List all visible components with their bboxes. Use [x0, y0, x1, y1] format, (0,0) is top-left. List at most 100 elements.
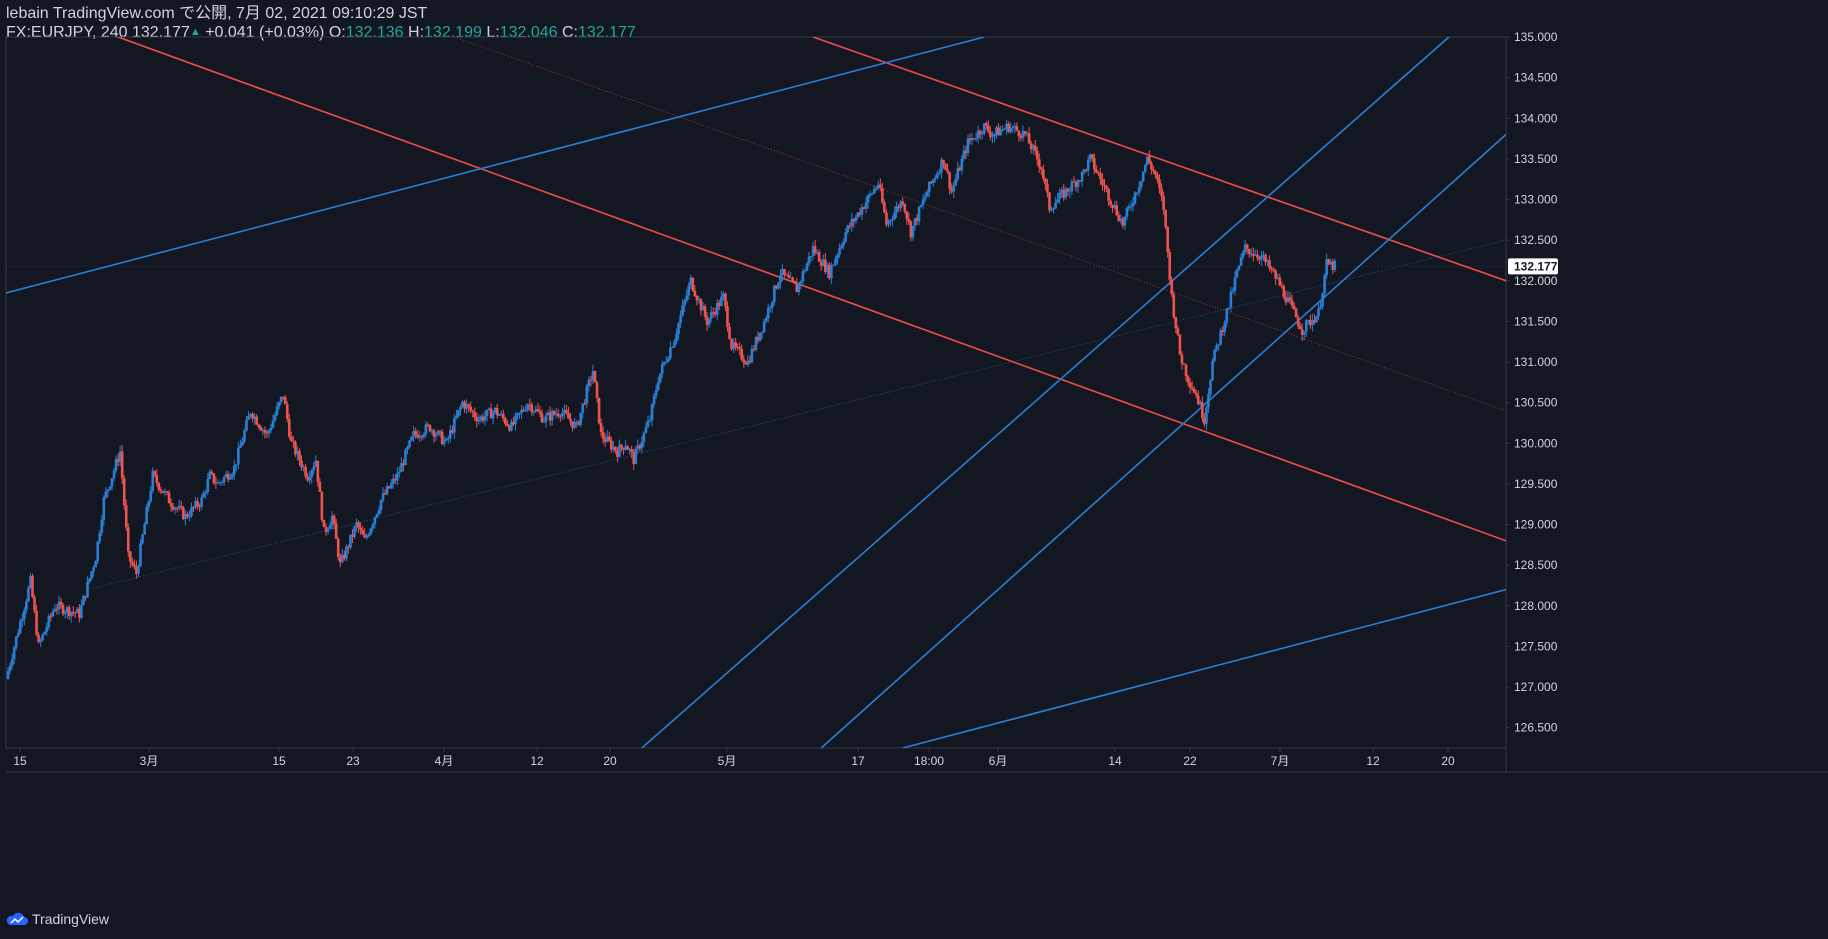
- candle-body: [1229, 291, 1233, 308]
- candle-body: [1170, 279, 1174, 295]
- candle-body: [554, 413, 558, 415]
- candle-body: [194, 501, 197, 508]
- candle-body: [497, 414, 501, 416]
- candle-body: [1262, 255, 1265, 257]
- candle-body: [1268, 260, 1271, 269]
- candle-body: [39, 640, 42, 643]
- candle-body: [1146, 156, 1149, 165]
- candle-body: [868, 193, 872, 196]
- candle-body: [306, 476, 309, 481]
- candle-body: [214, 482, 218, 484]
- candle-body: [720, 296, 723, 306]
- candle-body: [787, 275, 790, 278]
- candle-body: [96, 541, 100, 562]
- candle-body: [999, 130, 1002, 136]
- time-tick-label: 3月: [140, 754, 159, 768]
- candle-body: [1084, 169, 1088, 171]
- candle-body: [838, 248, 841, 255]
- candle-body: [491, 412, 495, 419]
- candle-body: [538, 411, 542, 414]
- price-tick-label: 127.000: [1514, 680, 1558, 694]
- candle-body: [734, 342, 737, 348]
- candle-body: [1217, 344, 1220, 346]
- candle-body: [550, 411, 554, 421]
- candle-body: [785, 274, 788, 276]
- candle-body: [1121, 218, 1125, 226]
- candle-body: [1311, 320, 1314, 326]
- candle-body: [1111, 204, 1114, 208]
- candle-body: [809, 256, 813, 258]
- candle-body: [1190, 387, 1194, 389]
- candle-body: [846, 225, 850, 232]
- candle-body: [173, 508, 177, 510]
- candle-body: [707, 318, 711, 325]
- candle-body: [528, 404, 532, 406]
- candle-body: [762, 321, 766, 332]
- candle-body: [546, 412, 550, 416]
- candle-body: [271, 420, 275, 428]
- candle-body: [165, 491, 169, 493]
- footer-brand[interactable]: TradingView: [32, 911, 110, 927]
- time-tick-label: 23: [346, 754, 360, 768]
- candle-body: [966, 138, 970, 154]
- candle-body: [506, 423, 509, 426]
- candle-body: [544, 415, 548, 422]
- candle-body: [595, 382, 599, 398]
- candle-body: [21, 619, 24, 622]
- price-axis: 135.000 134.500 134.000 133.500 133.000 132.5…: [1506, 30, 1558, 735]
- candle-body: [73, 612, 77, 614]
- candle-body: [1215, 345, 1218, 350]
- candle-body: [179, 505, 183, 508]
- trendline-blue-7: [87, 239, 1506, 591]
- candle-body: [428, 425, 432, 432]
- candle-body: [542, 421, 546, 423]
- candle-body: [1321, 293, 1324, 307]
- candle-body: [1117, 215, 1121, 222]
- price-tick-label: 129.000: [1514, 518, 1558, 532]
- time-tick-label: 7月: [1271, 754, 1290, 768]
- candle-body: [336, 538, 340, 558]
- candle-body: [16, 633, 20, 637]
- candle-body: [302, 466, 305, 468]
- candle-body: [434, 434, 438, 437]
- trendline-blue-5: [820, 133, 1506, 748]
- candle-body: [736, 347, 739, 349]
- candle-body: [683, 300, 686, 306]
- candle-body: [473, 412, 477, 418]
- candle-body: [701, 306, 705, 311]
- candle-body: [471, 410, 475, 413]
- candle-body: [522, 409, 525, 411]
- candle-body: [956, 168, 960, 180]
- candle-body: [828, 264, 831, 279]
- candle-body: [1001, 129, 1004, 131]
- trendline-blue-4: [641, 37, 1450, 748]
- time-tick-label: 5月: [718, 754, 737, 768]
- candle-body: [1274, 270, 1278, 279]
- candle-body: [387, 486, 391, 489]
- candle-body: [200, 497, 203, 507]
- candle-body: [1103, 184, 1106, 187]
- candle-body: [987, 125, 990, 132]
- candle-body: [249, 413, 252, 416]
- candle-body: [1266, 260, 1269, 263]
- candle-body: [208, 471, 212, 479]
- candle-body: [781, 269, 784, 276]
- candle-body: [764, 318, 768, 322]
- price-tick-label: 134.500: [1514, 71, 1558, 85]
- candle-body: [1288, 297, 1292, 300]
- candle-body: [210, 471, 214, 474]
- candle-body: [903, 204, 907, 212]
- price-tick-label: 129.500: [1514, 477, 1558, 491]
- candle-body: [964, 150, 968, 154]
- candle-body: [665, 361, 668, 363]
- candle-body: [1141, 171, 1145, 182]
- candle-body: [520, 409, 523, 413]
- candle-body: [1137, 186, 1141, 193]
- candle-body: [489, 408, 493, 419]
- candle-body: [534, 409, 538, 412]
- candle-body: [1304, 320, 1308, 332]
- candle-body: [475, 417, 479, 422]
- candle-body: [224, 473, 228, 478]
- candle-body: [141, 534, 144, 544]
